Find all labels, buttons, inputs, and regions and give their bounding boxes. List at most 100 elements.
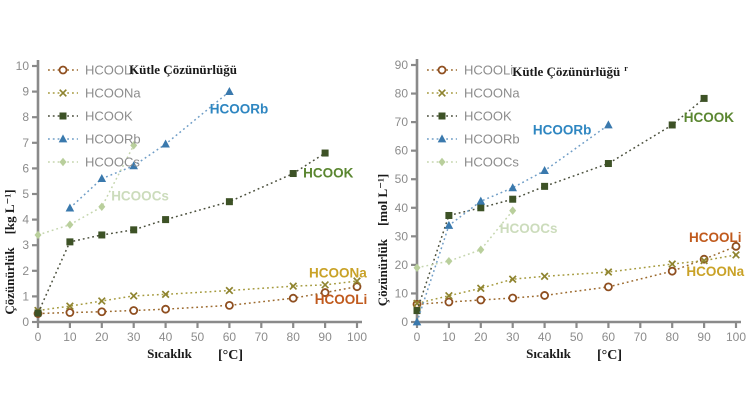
- y-tick-label: 4: [22, 213, 29, 227]
- series-annotation: HCOOLi: [689, 230, 742, 245]
- legend-label: HCOORb: [464, 132, 520, 147]
- hcoorb-marker: [604, 120, 613, 129]
- hcook-marker: [289, 170, 297, 178]
- hcooli-marker: [320, 288, 330, 297]
- hcoona-marker: [65, 302, 74, 311]
- x-tick-label: 80: [287, 330, 301, 344]
- hcoocs-marker: [98, 202, 106, 211]
- y-tick-label: 30: [395, 229, 409, 243]
- series-annotation: HCOOCs: [111, 189, 169, 204]
- hcoona-line: [37, 280, 358, 312]
- legend-label: HCOOLi: [85, 63, 134, 78]
- x-tick-label: 100: [726, 330, 746, 344]
- hcoona-marker: [129, 291, 138, 300]
- hcooli-marker: [667, 266, 677, 276]
- hcoona-marker: [508, 275, 517, 284]
- hcoona-marker: [476, 284, 485, 293]
- hcoona-legend-marker: [59, 89, 67, 97]
- y-tick-label: 10: [16, 59, 30, 73]
- legend-label: HCOONa: [85, 86, 141, 101]
- series-annotation: HCOOK: [303, 166, 354, 181]
- hcook-marker: [445, 211, 453, 219]
- hcoocs-line: [416, 210, 514, 269]
- legend-label: HCOONa: [464, 86, 520, 101]
- hcoocs-legend-marker: [438, 157, 446, 167]
- hcoona-marker: [700, 256, 709, 265]
- series-annotation: HCOONa: [686, 264, 744, 279]
- hcook-marker: [413, 307, 421, 315]
- x-tick-label: 0: [414, 330, 421, 344]
- x-tick-label: 0: [35, 330, 42, 344]
- hcoocs-marker: [477, 245, 485, 254]
- hcoorb-line: [416, 124, 609, 323]
- hcook-marker: [700, 94, 708, 102]
- y-tick-label: 0: [22, 315, 29, 329]
- hcoorb-legend-marker: [58, 134, 68, 143]
- series-annotation: HCOONa: [309, 265, 367, 280]
- hcoocs-marker: [130, 141, 138, 150]
- hcoona-marker: [540, 272, 549, 281]
- y-axis-label: Çözünürlük [kg L⁻¹]: [2, 189, 17, 314]
- y-tick-label: 3: [22, 238, 29, 252]
- hcook-marker: [98, 231, 106, 239]
- hcoocs-marker: [445, 256, 453, 266]
- x-tick-label: 90: [318, 330, 332, 344]
- hcook-marker: [541, 182, 549, 190]
- hcook-marker: [321, 149, 329, 157]
- y-tick-label: 40: [395, 201, 409, 215]
- legend-label: HCOORb: [85, 132, 141, 147]
- molar-solubility-chart: 0 10 20 30 40 50 60 70 80 90 0 10 20 30 40 50 60 70 80 90 10…: [375, 58, 746, 363]
- y-tick-label: 60: [395, 144, 409, 158]
- hcoona-marker: [321, 280, 330, 289]
- hcoocs-marker: [413, 263, 421, 272]
- hcooli-marker: [540, 291, 550, 300]
- x-tick-label: 100: [347, 330, 367, 344]
- x-axis-unit: [°C]: [597, 348, 622, 363]
- hcook-marker: [668, 121, 676, 129]
- hcoona-marker: [97, 297, 106, 305]
- y-axis-label: Çözünürlük [mol L⁻¹]: [375, 174, 390, 306]
- hcooli-marker: [129, 306, 139, 315]
- x-tick-label: 10: [63, 330, 77, 344]
- y-tick-label: 50: [395, 172, 409, 186]
- series-annotation: HCOORb: [533, 123, 592, 138]
- hcoorb-marker: [97, 174, 107, 183]
- hcoorb-marker: [540, 166, 549, 175]
- x-tick-label: 60: [223, 330, 237, 344]
- x-tick-label: 30: [506, 330, 520, 344]
- hcoocs-marker: [66, 220, 74, 229]
- y-tick-label: 90: [395, 58, 409, 72]
- hcoona-legend-marker: [438, 89, 446, 97]
- hcoona-marker: [289, 282, 298, 291]
- hcooli-marker: [224, 300, 234, 310]
- hcooli-marker: [352, 282, 362, 292]
- legend-label: HCOOK: [464, 109, 512, 124]
- hcooli-marker: [731, 241, 741, 251]
- chart-title: Kütle Çözünürlüğü: [129, 62, 237, 77]
- hcooli-marker: [65, 308, 75, 317]
- hcook-legend-marker: [59, 112, 67, 120]
- y-tick-label: 9: [22, 85, 29, 99]
- hcoocs-marker: [509, 206, 517, 215]
- y-tick-label: 0: [401, 315, 408, 329]
- hcooli-marker: [444, 297, 454, 307]
- hcoorb-marker: [129, 161, 138, 170]
- hcoorb-marker: [225, 87, 234, 95]
- hcook-legend-marker: [438, 112, 446, 120]
- hcooli-marker: [161, 304, 171, 314]
- hcooli-marker: [603, 282, 613, 292]
- hcoona-marker: [353, 277, 361, 285]
- x-tick-label: 20: [474, 330, 488, 344]
- hcoorb-marker: [444, 220, 454, 229]
- hcook-marker: [225, 198, 233, 206]
- y-tick-label: 5: [22, 187, 29, 201]
- hcoona-marker: [225, 286, 234, 295]
- legend-label: HCOOK: [85, 109, 133, 124]
- legend-label: HCOOCs: [464, 155, 519, 170]
- series-annotation: HCOOCs: [500, 221, 558, 236]
- x-axis-unit: [°C]: [218, 348, 243, 363]
- hcoorb-marker: [65, 203, 75, 212]
- hcoona-line: [416, 254, 737, 305]
- hcoona-marker: [444, 291, 453, 300]
